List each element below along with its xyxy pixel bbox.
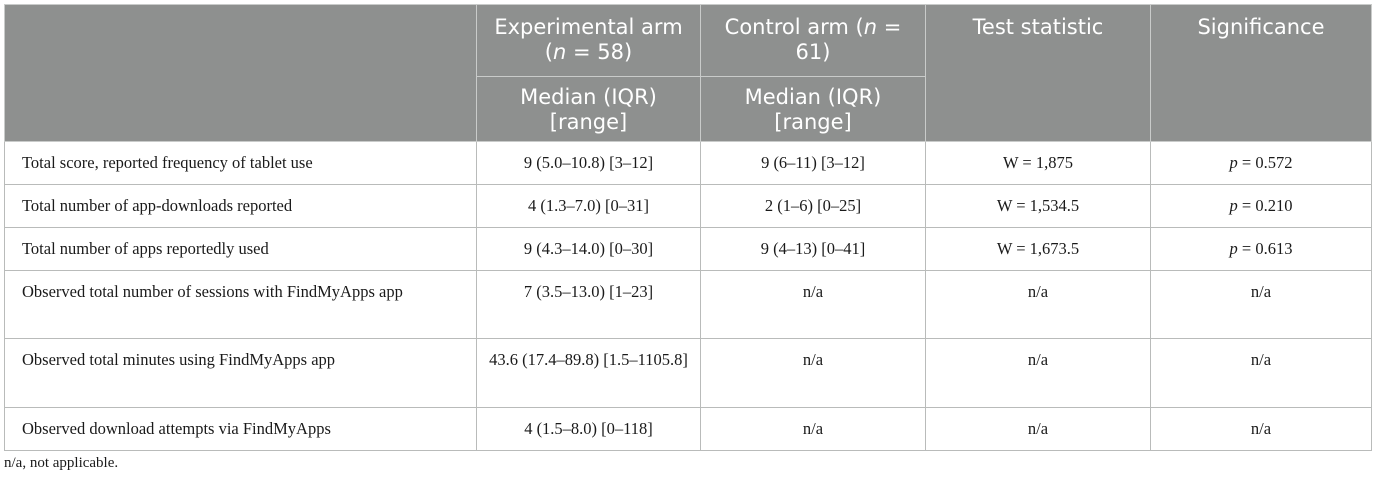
table-body: Total score, reported frequency of table…: [4, 141, 1372, 451]
experimental-arm-label: Experimental arm (: [494, 15, 683, 64]
p-value: = 0.210: [1237, 196, 1293, 215]
test-statistic-value: W = 1,875: [925, 141, 1151, 185]
p-symbol: p: [1229, 239, 1238, 258]
p-symbol: p: [1229, 153, 1238, 172]
row-label: Total number of apps reportedly used: [4, 227, 477, 271]
table-row: Total number of app-downloads reported 4…: [4, 184, 1372, 228]
header-test-statistic: Test statistic: [925, 4, 1151, 142]
table-header: Experimental arm (n = 58) Control arm (n…: [4, 4, 1372, 142]
significance-value: p = 0.572: [1150, 141, 1372, 185]
row-label: Observed total number of sessions with F…: [4, 270, 477, 339]
experimental-value: 9 (5.0–10.8) [3–12]: [476, 141, 701, 185]
control-value: n/a: [700, 407, 926, 451]
header-significance: Significance: [1150, 4, 1372, 142]
table-row: Total number of apps reportedly used 9 (…: [4, 227, 1372, 271]
row-label: Total score, reported frequency of table…: [4, 141, 477, 185]
experimental-value: 43.6 (17.4–89.8) [1.5–1105.8]: [476, 338, 701, 408]
experimental-value: 9 (4.3–14.0) [0–30]: [476, 227, 701, 271]
control-arm-label: Control arm (: [724, 15, 864, 39]
test-statistic-value: n/a: [925, 270, 1151, 339]
significance-value: n/a: [1150, 338, 1372, 408]
row-label: Total number of app-downloads reported: [4, 184, 477, 228]
header-experimental-sub: Median (IQR) [range]: [476, 76, 701, 142]
experimental-n-value: = 58): [566, 40, 633, 64]
test-statistic-value: n/a: [925, 338, 1151, 408]
table-row: Observed total minutes using FindMyApps …: [4, 338, 1372, 408]
significance-value: p = 0.210: [1150, 184, 1372, 228]
table-row: Total score, reported frequency of table…: [4, 141, 1372, 185]
table-row: Observed total number of sessions with F…: [4, 270, 1372, 339]
control-value: 2 (1–6) [0–25]: [700, 184, 926, 228]
control-value: n/a: [700, 338, 926, 408]
header-control-sub: Median (IQR) [range]: [700, 76, 926, 142]
header-control-arm: Control arm (n = 61): [700, 4, 926, 77]
control-value: n/a: [700, 270, 926, 339]
significance-value: n/a: [1150, 407, 1372, 451]
header-experimental-arm: Experimental arm (n = 58): [476, 4, 701, 77]
p-symbol: p: [1229, 196, 1238, 215]
test-statistic-value: W = 1,534.5: [925, 184, 1151, 228]
test-statistic-value: W = 1,673.5: [925, 227, 1151, 271]
control-value: 9 (6–11) [3–12]: [700, 141, 926, 185]
control-n-symbol: n: [863, 15, 878, 39]
p-value: = 0.572: [1237, 153, 1293, 172]
row-label: Observed download attempts via FindMyApp…: [4, 407, 477, 451]
significance-value: n/a: [1150, 270, 1372, 339]
experimental-value: 4 (1.5–8.0) [0–118]: [476, 407, 701, 451]
header-blank-cell: [4, 4, 477, 142]
control-n-value: = 61): [795, 15, 902, 64]
table-row: Observed download attempts via FindMyApp…: [4, 407, 1372, 451]
results-table-container: Experimental arm (n = 58) Control arm (n…: [4, 4, 1372, 451]
control-value: 9 (4–13) [0–41]: [700, 227, 926, 271]
row-label: Observed total minutes using FindMyApps …: [4, 338, 477, 408]
results-table: Experimental arm (n = 58) Control arm (n…: [4, 4, 1372, 451]
table-footnote: n/a, not applicable.: [4, 455, 119, 471]
test-statistic-value: n/a: [925, 407, 1151, 451]
experimental-value: 4 (1.3–7.0) [0–31]: [476, 184, 701, 228]
experimental-n-symbol: n: [553, 40, 567, 64]
significance-value: p = 0.613: [1150, 227, 1372, 271]
p-value: = 0.613: [1237, 239, 1293, 258]
experimental-value: 7 (3.5–13.0) [1–23]: [476, 270, 701, 339]
